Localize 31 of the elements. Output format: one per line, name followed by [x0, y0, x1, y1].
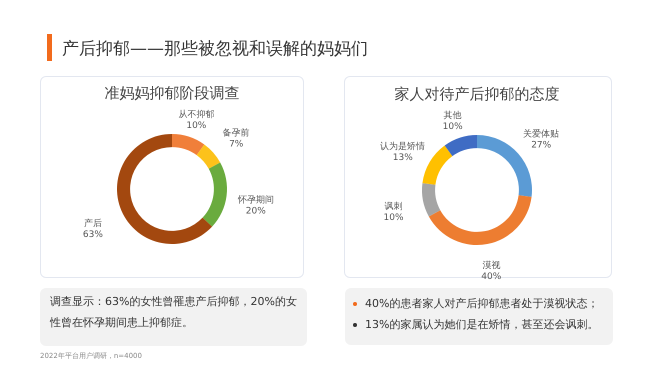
data-label: 10%	[442, 122, 464, 132]
data-label: 13%	[392, 153, 414, 164]
donut-slice	[422, 183, 440, 216]
donut-slice	[444, 135, 477, 156]
data-label: 27%	[531, 140, 552, 150]
donut-slice	[428, 195, 532, 245]
slice-label: 从不抑郁	[178, 109, 214, 120]
donut-slice	[117, 134, 212, 244]
slice-label: 讽刺	[384, 200, 402, 212]
slice-label: 其他	[444, 110, 462, 122]
donut-slice	[196, 144, 220, 169]
data-label: 7%	[229, 139, 244, 150]
slice-label: 怀孕期间	[236, 194, 274, 206]
data-label: 63%	[82, 230, 104, 240]
slice-label: 关爱体贴	[523, 128, 560, 140]
chart-title: 准妈妈抑郁阶段调查	[104, 84, 240, 102]
data-label: 40%	[481, 272, 502, 282]
donut-slice	[202, 162, 227, 227]
slice-label: 认为是矫情	[380, 141, 426, 152]
text: 40%的患者家人对产后抑郁患者处于漠视状态；	[365, 297, 598, 310]
data-label: 20%	[246, 206, 266, 217]
data-label: 10%	[186, 121, 207, 132]
slice-label: 产后	[84, 218, 102, 230]
slice-label: 漠视	[482, 260, 500, 271]
text: 产后抑郁——那些被忽视和误解的妈妈们	[62, 38, 368, 60]
data-label: 10%	[383, 212, 404, 223]
donut-slice	[172, 134, 204, 156]
chart-title: 家人对待产后抑郁的态度	[394, 84, 560, 103]
text: 调查显示：63%的女性曾罹患产后抑郁，20%的女性曾在怀孕期间患上抑郁症。	[40, 288, 307, 346]
text: 13%的家属认为她们是在矫情，甚至还会讽刺。	[365, 318, 598, 331]
slice-label: 备孕前	[222, 127, 250, 138]
